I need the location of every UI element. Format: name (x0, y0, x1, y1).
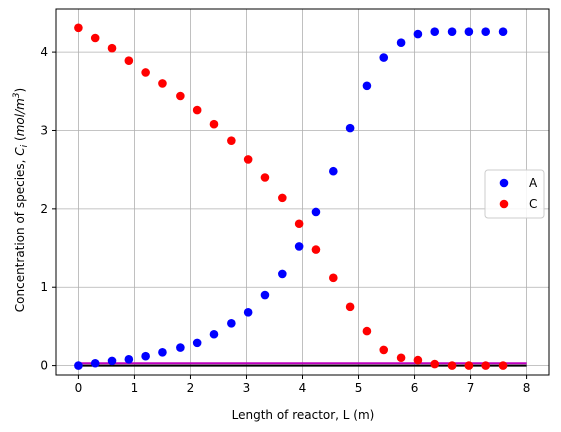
data-point-C (498, 361, 508, 370)
y-axis-label-prefix: Concentration of species, (13, 156, 27, 313)
x-axis-label: Length of reactor, L (m) (232, 408, 375, 422)
data-point-A (430, 27, 440, 37)
legend-marker-A (499, 178, 509, 188)
data-point-C (430, 359, 440, 369)
data-point-A (481, 27, 490, 37)
y-tick-label: 2 (40, 202, 48, 216)
legend-marker-C (499, 199, 509, 209)
data-point-A (379, 53, 389, 62)
y-tick-label: 1 (40, 280, 48, 294)
data-point-A (90, 358, 100, 368)
data-point-C (413, 355, 423, 365)
data-point-A (124, 355, 134, 364)
data-point-A (107, 356, 117, 366)
data-point-C (278, 193, 287, 203)
y-axis-label-units-close: ) (13, 88, 27, 93)
legend-box (484, 169, 545, 219)
data-point-A (74, 361, 83, 370)
data-point-C (311, 245, 321, 254)
data-point-C (481, 361, 490, 370)
data-point-C (362, 326, 372, 336)
data-point-C (260, 173, 270, 182)
data-point-C (158, 79, 167, 88)
data-point-C (141, 68, 150, 77)
data-point-C (329, 273, 338, 283)
data-point-A (413, 29, 423, 39)
data-point-A (260, 290, 270, 300)
data-point-A (209, 329, 219, 339)
y-axis-label-units: mol/m (13, 98, 27, 136)
x-tick-label: 0 (75, 381, 83, 395)
data-point-C (124, 56, 134, 66)
y-axis-label-superscript: 3 (12, 92, 22, 98)
data-point-A (498, 27, 508, 37)
data-point-C (294, 219, 304, 229)
data-point-A (243, 308, 253, 317)
data-point-A (447, 27, 457, 37)
data-point-A (329, 166, 338, 176)
x-tick-label: 4 (299, 381, 307, 395)
data-point-C (345, 302, 355, 312)
x-tick-label: 5 (355, 381, 363, 395)
data-point-C (192, 105, 202, 115)
data-point-C (107, 43, 117, 53)
y-tick-label: 4 (40, 45, 48, 59)
data-point-C (396, 353, 406, 363)
x-tick-label: 2 (187, 381, 195, 395)
data-point-A (192, 338, 202, 348)
data-point-A (464, 27, 474, 37)
y-axis-label-subscript: i (20, 144, 30, 147)
x-tick-label: 3 (243, 381, 251, 395)
y-axis-label-units-open: ( (13, 136, 27, 145)
data-point-A (396, 38, 406, 48)
legend-label-A: A (529, 176, 538, 190)
data-point-C (209, 119, 219, 129)
x-tick-label: 7 (467, 381, 475, 395)
x-tick-label: 1 (131, 381, 139, 395)
data-point-C (447, 361, 457, 370)
y-tick-label: 0 (40, 359, 48, 373)
data-point-C (243, 155, 253, 164)
data-point-C (74, 23, 83, 33)
legend-label-C: C (529, 197, 537, 211)
y-axis-label-symbol: C (13, 147, 27, 156)
data-point-A (311, 207, 321, 217)
plot-area (52, 8, 550, 379)
data-point-A (345, 123, 355, 133)
y-axis-label: Concentration of species, Ci (mol/m3) (12, 88, 30, 312)
data-point-A (141, 351, 150, 361)
data-point-C (379, 345, 389, 355)
y-tick-label: 3 (40, 123, 48, 137)
x-tick-label: 8 (523, 381, 531, 395)
data-point-C (90, 33, 100, 43)
data-point-C (227, 136, 236, 145)
data-point-C (176, 91, 185, 101)
x-tick-label: 6 (411, 381, 419, 395)
data-point-A (158, 347, 167, 357)
data-point-A (278, 269, 287, 279)
data-point-A (227, 318, 236, 328)
data-point-A (176, 343, 185, 352)
data-point-C (464, 361, 474, 370)
data-point-A (294, 242, 304, 251)
data-point-A (362, 81, 372, 91)
